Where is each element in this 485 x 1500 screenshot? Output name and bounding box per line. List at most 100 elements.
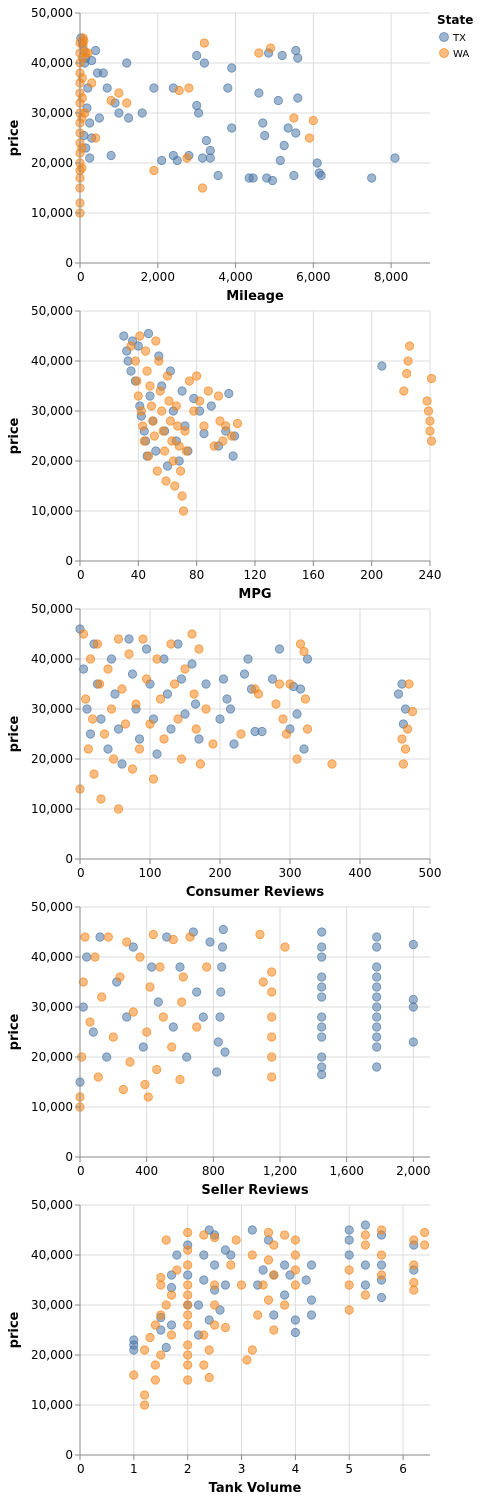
y-tick-label: 10,000 — [31, 1100, 73, 1114]
data-point-wa — [204, 1345, 214, 1355]
y-tick-label: 40,000 — [31, 1248, 73, 1262]
data-point-tx — [344, 1225, 354, 1235]
x-tick-label: 0 — [77, 568, 85, 582]
data-point-wa — [183, 1227, 193, 1238]
data-point-tx — [175, 962, 185, 972]
data-point-tx — [206, 401, 216, 411]
data-point-wa — [80, 932, 90, 942]
data-point-wa — [178, 506, 189, 516]
data-point-tx — [182, 1052, 192, 1062]
data-point-wa — [210, 1300, 220, 1310]
data-point-wa — [398, 759, 408, 769]
chart-panel-mileage[interactable]: 0 2,000 4,000 6,000 8,000 0 10,000 20,000 30,000… — [7, 6, 430, 304]
data-point-wa — [99, 729, 110, 739]
data-point-tx — [279, 140, 289, 151]
data-point-wa — [409, 1260, 419, 1270]
x-tick-label: 500 — [419, 866, 442, 880]
data-point-wa — [90, 952, 100, 962]
data-point-tx — [94, 113, 105, 123]
data-point-wa — [419, 1240, 430, 1250]
data-point-tx — [192, 100, 202, 111]
data-point-wa — [80, 108, 90, 118]
data-point-wa — [265, 43, 276, 53]
data-point-wa — [152, 654, 162, 664]
x-tick-label: 100 — [139, 866, 162, 880]
data-point-wa — [139, 436, 149, 446]
data-point-wa — [145, 381, 155, 391]
data-point-wa — [290, 1265, 300, 1275]
data-point-wa — [299, 646, 309, 657]
data-point-wa — [168, 934, 178, 945]
y-tick-label: 50,000 — [31, 900, 73, 914]
data-point-tx — [317, 982, 327, 992]
data-point-wa — [187, 629, 197, 639]
data-point-wa — [308, 115, 318, 126]
data-point-wa — [220, 1322, 230, 1333]
data-point-tx — [316, 170, 326, 181]
data-point-wa — [404, 341, 415, 351]
legend[interactable]: State TX WA — [437, 13, 473, 60]
data-point-wa — [189, 689, 199, 699]
data-point-tx — [220, 1047, 230, 1057]
legend-swatch-wa — [439, 48, 449, 58]
y-tick-label: 30,000 — [31, 1298, 73, 1312]
x-tick-label: 4,000 — [218, 270, 252, 284]
data-point-wa — [152, 466, 162, 476]
x-tick-label: 120 — [244, 568, 267, 582]
data-point-wa — [302, 724, 313, 734]
data-point-wa — [203, 386, 213, 396]
data-point-wa — [77, 93, 87, 103]
data-point-wa — [174, 85, 184, 96]
x-tick-label: 2 — [184, 1462, 192, 1476]
chart-panel-seller-reviews[interactable]: 0 400 800 1,200 1,600 2,000 0 10,000 20,000 30,00… — [7, 900, 431, 1198]
chart-panel-consumer-reviews[interactable]: 0 100 200 300 400 500 0 10,000 20,000 30,000 40,00… — [7, 602, 441, 900]
data-point-tx — [227, 123, 237, 133]
data-point-tx — [157, 155, 167, 166]
data-point-wa — [169, 679, 180, 689]
data-point-wa — [162, 371, 173, 381]
data-point-wa — [407, 706, 418, 717]
data-point-tx — [85, 153, 95, 163]
data-point-wa — [170, 481, 180, 491]
y-tick-label: 50,000 — [31, 304, 73, 318]
data-point-wa — [133, 391, 143, 401]
data-point-wa — [145, 1332, 155, 1343]
data-point-tx — [317, 1032, 327, 1042]
data-point-wa — [258, 1280, 268, 1290]
y-tick-label: 0 — [65, 1150, 73, 1164]
chart-panel-mpg[interactable]: 0 40 80 120 160 200 240 0 10,000 20,000 30,000 40,0… — [7, 304, 441, 602]
data-point-wa — [204, 1372, 214, 1383]
data-point-wa — [125, 1057, 135, 1067]
data-point-tx — [312, 158, 322, 168]
data-point-tx — [166, 724, 176, 734]
data-point-wa — [178, 972, 188, 982]
series-wa — [129, 1225, 430, 1410]
data-point-wa — [202, 962, 212, 972]
series-tx — [129, 1220, 419, 1355]
data-point-tx — [269, 1310, 279, 1320]
data-point-wa — [140, 1079, 150, 1090]
x-tick-label: 2,000 — [141, 270, 175, 284]
data-point-tx — [137, 108, 147, 118]
y-tick-label: 50,000 — [31, 1198, 73, 1212]
data-point-tx — [215, 1012, 225, 1022]
y-tick-label: 20,000 — [31, 752, 73, 766]
data-point-wa — [292, 754, 302, 764]
data-point-wa — [134, 744, 145, 754]
data-point-wa — [344, 1280, 354, 1290]
chart-panel-tank-volume[interactable]: 0 1 2 3 4 5 6 0 10,000 20,000 30,000 40,000 50,000 Ta… — [7, 1198, 430, 1496]
data-point-tx — [290, 1315, 300, 1325]
x-axis-title: Seller Reviews — [201, 1183, 308, 1198]
data-point-wa — [267, 1012, 277, 1022]
data-point-wa — [131, 699, 141, 709]
data-point-wa — [236, 729, 246, 739]
data-point-wa — [103, 932, 113, 942]
data-point-tx — [222, 694, 232, 704]
x-tick-label: 160 — [302, 568, 325, 582]
data-point-tx — [153, 997, 163, 1007]
data-point-tx — [372, 1002, 382, 1012]
data-point-tx — [205, 153, 215, 163]
data-point-tx — [279, 1290, 290, 1300]
data-point-wa — [130, 356, 140, 366]
data-point-wa — [115, 972, 125, 982]
